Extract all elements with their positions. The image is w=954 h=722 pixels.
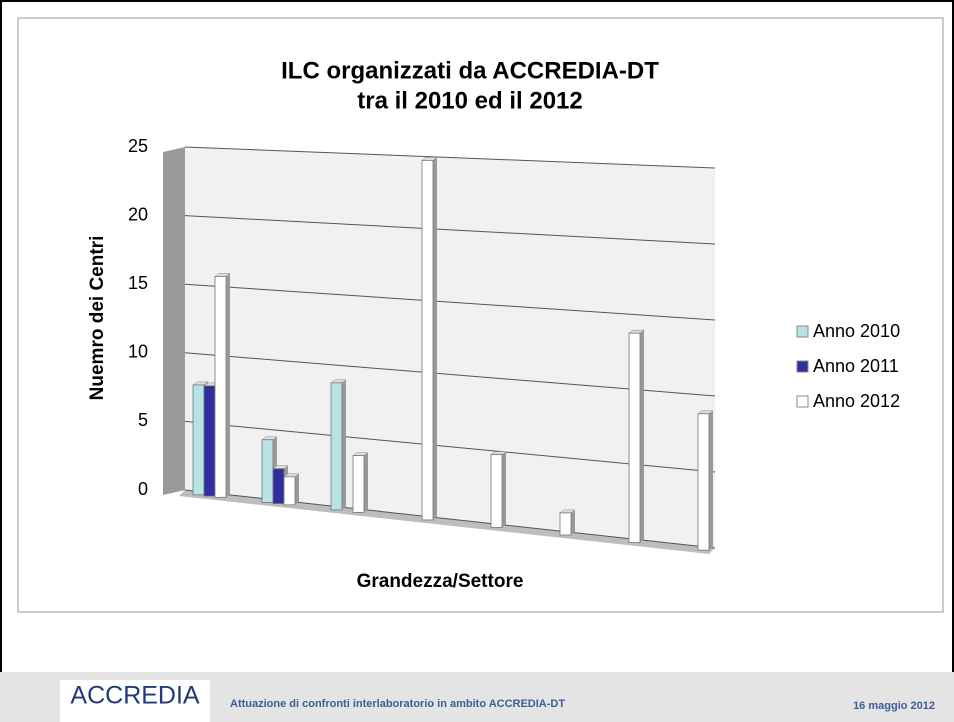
bar	[272, 468, 285, 505]
bar	[330, 382, 343, 511]
footer-logo: ACCREDIA	[70, 682, 200, 710]
bar	[697, 413, 710, 551]
bar	[283, 476, 296, 506]
bar-side	[295, 473, 299, 505]
bar-side	[226, 273, 230, 498]
grid-line	[184, 420, 716, 473]
footer-date: 16 maggio 2012	[853, 700, 935, 712]
floor	[179, 490, 715, 554]
grid-line	[184, 215, 716, 245]
bar-side	[571, 509, 575, 536]
y-tick-label: 25	[128, 136, 148, 156]
chart-title: ILC organizzati da ACCREDIA-DT	[281, 57, 659, 84]
bar	[421, 159, 434, 521]
grid-line	[184, 352, 716, 397]
bar	[352, 455, 365, 513]
bar	[559, 512, 572, 536]
y-axis-label: Nuemro dei Centri	[87, 236, 108, 401]
bar	[214, 276, 227, 498]
y-tick-label: 5	[138, 410, 148, 430]
legend-label: Anno 2012	[813, 391, 900, 411]
chart-title: tra il 2010 ed il 2012	[357, 87, 582, 114]
bar	[261, 439, 274, 503]
bar	[628, 332, 641, 543]
bar-side	[709, 410, 713, 551]
y-tick-label: 10	[128, 342, 148, 362]
grid-line	[184, 283, 716, 321]
bar-side	[640, 330, 644, 543]
back-wall	[185, 147, 715, 548]
bar	[203, 385, 216, 497]
y-tick-label: 20	[128, 204, 148, 224]
y-tick-label: 15	[128, 273, 148, 293]
footer-text: Attuazione di confronti interlaboratorio…	[230, 698, 565, 710]
y-tick-label: 0	[138, 479, 148, 499]
legend-swatch	[796, 395, 809, 408]
legend-swatch	[796, 360, 809, 373]
bar-side	[342, 379, 346, 510]
legend-swatch	[796, 325, 809, 338]
bar-side	[433, 157, 437, 520]
side-wall	[163, 147, 185, 495]
legend-label: Anno 2010	[813, 321, 900, 341]
bar	[192, 384, 205, 496]
legend-label: Anno 2011	[813, 356, 899, 376]
grid-line	[184, 146, 716, 169]
bar-side	[364, 452, 368, 513]
x-axis-label: Grandezza/Settore	[357, 571, 524, 592]
bar	[490, 454, 503, 528]
logo-box	[60, 680, 210, 722]
bar-side	[502, 451, 506, 528]
